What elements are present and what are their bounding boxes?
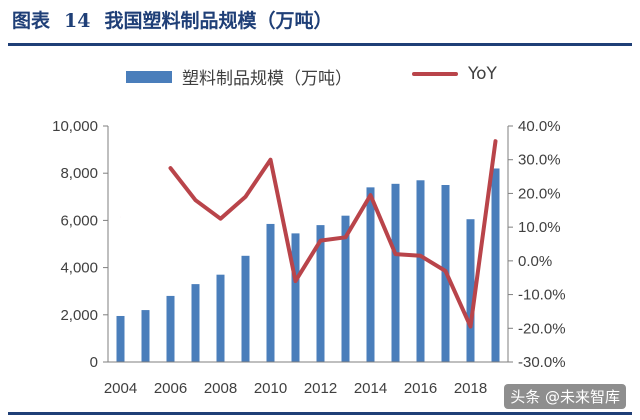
bar-2009 — [241, 255, 250, 362]
legend-bar-label: 塑料制品规模（万吨） — [182, 69, 352, 89]
bar-2012 — [316, 225, 325, 362]
y-right-tick-label: -30.0% — [518, 354, 566, 371]
bar-series — [116, 168, 500, 362]
y-left-tick-label: 6,000 — [60, 212, 98, 229]
legend-line-swatch — [412, 72, 458, 76]
legend-line: YoY — [412, 64, 497, 84]
bar-2015 — [391, 183, 400, 362]
bar-2010 — [266, 223, 275, 362]
watermark: 头条 @未来智库 — [504, 384, 626, 409]
y-right-tick-label: 30.0% — [518, 152, 561, 169]
bar-2013 — [341, 215, 350, 362]
x-tick-label: 2010 — [254, 380, 287, 397]
x-tick-label: 2018 — [454, 380, 487, 397]
legend-line-label: YoY — [468, 64, 497, 84]
y-right-tick-label: 40.0% — [518, 118, 561, 135]
y-left-tick-label: 4,000 — [60, 260, 98, 277]
tick-labels: 0 2,000 4,000 6,000 8,000 10,000 -30.0% -20.0% -… — [52, 118, 565, 397]
watermark-text: 头条 @未来智库 — [510, 388, 620, 406]
title-divider — [8, 43, 632, 46]
x-tick-label: 2012 — [304, 380, 337, 397]
bar-2011 — [291, 233, 300, 362]
bar-2006 — [166, 295, 175, 362]
y-right-tick-label: -10.0% — [518, 287, 566, 304]
bar-2005 — [141, 310, 150, 362]
y-left-tick-label: 10,000 — [52, 118, 98, 135]
yoy-series — [120, 139, 498, 329]
y-right-tick-label: -20.0% — [518, 320, 566, 337]
bar-2018 — [466, 219, 475, 362]
bar-2004 — [116, 315, 125, 362]
bar-2016 — [416, 180, 425, 362]
x-tick-label: 2016 — [404, 380, 437, 397]
y-left-tick-label: 8,000 — [60, 165, 98, 182]
bar-2014 — [366, 187, 375, 362]
y-right-tick-label: 0.0% — [518, 253, 552, 270]
x-tick-label: 2014 — [354, 380, 387, 397]
y-left-tick-label: 2,000 — [60, 307, 98, 324]
bottom-divider — [8, 412, 632, 415]
figure-label: 图表 — [12, 10, 51, 32]
x-tick-label: 2006 — [154, 380, 187, 397]
bar-2019 — [491, 168, 500, 362]
yoy-line-segment — [168, 139, 498, 329]
axes — [103, 125, 513, 363]
x-tick-label: 2004 — [104, 380, 137, 397]
bar-2007 — [191, 284, 200, 362]
figure-title-text: 我国塑料制品规模（万吨） — [104, 10, 333, 32]
bar-2008 — [216, 274, 225, 362]
y-right-tick-label: 20.0% — [518, 185, 561, 202]
y-right-tick-label: 10.0% — [518, 219, 561, 236]
x-tick-label: 2008 — [204, 380, 237, 397]
legend-bar-swatch — [126, 70, 172, 83]
figure-number: 14 — [64, 10, 91, 32]
figure-title: 图表 14 我国塑料制品规模（万吨） — [12, 4, 332, 38]
y-left-tick-label: 0 — [90, 354, 98, 371]
legend-bar: 塑料制品规模（万吨） — [126, 64, 352, 89]
